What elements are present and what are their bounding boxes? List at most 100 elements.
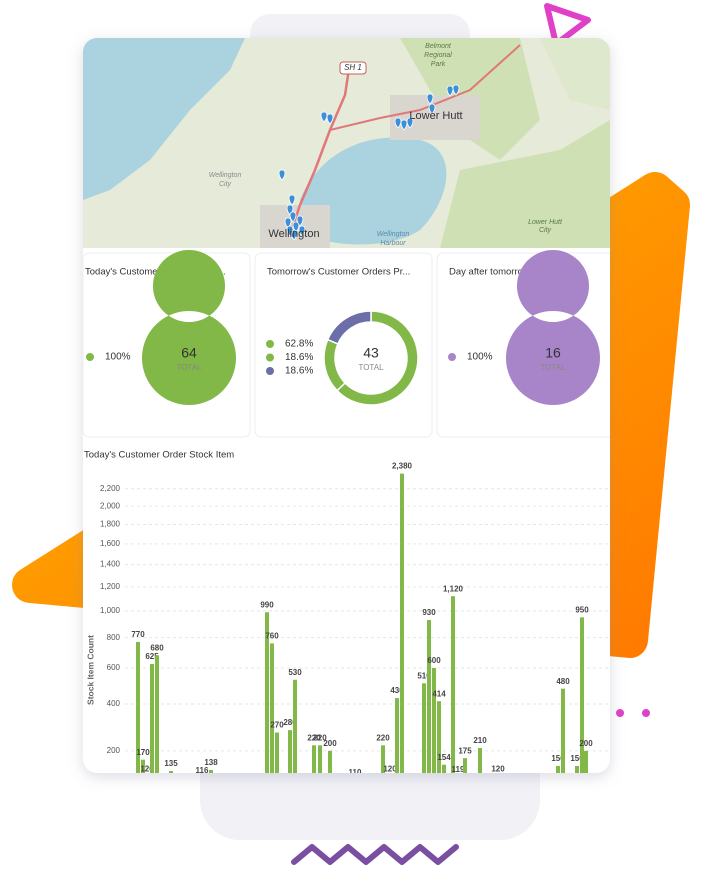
y-tick-label: 1,200 xyxy=(100,582,121,591)
donut-total-label: TOTAL xyxy=(540,363,566,372)
map-marker xyxy=(292,221,300,233)
bar-value-label: 150 xyxy=(551,754,565,763)
bar-value-label: 414 xyxy=(432,689,446,698)
map-harbour xyxy=(300,137,447,245)
map-label: Wellington xyxy=(268,228,319,240)
bar-value-label: 270 xyxy=(270,721,284,730)
donut-slice xyxy=(141,250,236,405)
y-tick-label: 600 xyxy=(107,663,121,672)
y-tick-label: 1,400 xyxy=(100,560,121,569)
map-label: Lower Hutt xyxy=(409,110,462,122)
map-label: City xyxy=(539,227,552,234)
bar-value-label: 510 xyxy=(417,671,431,680)
bar-value-label: 138 xyxy=(204,758,218,767)
bar-value-label: 220 xyxy=(376,733,390,742)
bar xyxy=(155,655,159,773)
bar-value-label: 220 xyxy=(307,733,321,742)
map-marker xyxy=(284,217,292,229)
bar xyxy=(395,698,399,773)
dashboard: SH 1 Belmont Regional Park Lower Hutt Welling… xyxy=(83,38,610,864)
map-marker xyxy=(400,119,408,131)
legend-label: 18.6% xyxy=(285,366,313,377)
map-marker xyxy=(320,111,328,123)
bar-value-label: 120 xyxy=(140,764,154,773)
bar xyxy=(580,617,584,773)
bar xyxy=(318,745,322,773)
bar xyxy=(293,679,297,773)
bar-value-label: 1,120 xyxy=(443,584,464,593)
bar-value-label: 116 xyxy=(196,766,209,775)
map-marker xyxy=(426,93,434,105)
bar-value-label: 430 xyxy=(390,686,404,695)
bar xyxy=(265,612,269,773)
donut-slice xyxy=(505,250,600,405)
map-label: Belmont xyxy=(425,43,452,50)
bar xyxy=(136,641,140,773)
y-tick-label: 1,600 xyxy=(100,539,121,548)
legend-dot xyxy=(266,353,274,362)
bar xyxy=(328,750,332,773)
panel-title: Today's Customer Orders Progr... xyxy=(85,267,226,278)
map-sea xyxy=(83,38,245,200)
bar xyxy=(400,473,404,773)
map-marker xyxy=(446,85,454,97)
map-label: Lower Hutt xyxy=(528,219,563,226)
bar xyxy=(442,764,446,773)
bar xyxy=(422,683,426,773)
map-shield xyxy=(339,61,367,75)
bar-value-label: 480 xyxy=(556,677,570,686)
map-label: Regional xyxy=(424,52,452,59)
bar xyxy=(275,732,279,773)
bar xyxy=(427,619,431,773)
bar-value-label: 990 xyxy=(260,600,274,609)
y-tick-label: 1,800 xyxy=(100,520,121,529)
map-label: City xyxy=(219,181,232,188)
map-urban xyxy=(390,95,480,140)
bar-value-label: 175 xyxy=(458,746,472,755)
y-tick-label: 200 xyxy=(107,746,121,755)
chart-title: Today's Customer Order Stock Item xyxy=(84,450,234,461)
bar-value-label: 100 xyxy=(209,772,223,781)
map-marker xyxy=(428,103,436,115)
bar-value-label: 280 xyxy=(283,718,297,727)
bar xyxy=(575,766,579,773)
map-marker xyxy=(326,113,334,125)
legend-dot xyxy=(86,353,94,361)
donut-slice xyxy=(326,310,372,345)
bar-value-label: 154 xyxy=(437,753,451,762)
zigzag xyxy=(291,844,459,865)
map-marker xyxy=(406,117,414,129)
bar-value-label: 135 xyxy=(164,759,178,768)
donut-total: 16 xyxy=(545,345,561,361)
map: SH 1 Belmont Regional Park Lower Hutt Welling… xyxy=(83,38,610,248)
map-label: Harbour xyxy=(380,240,406,247)
bar-value-label: 770 xyxy=(131,630,145,639)
map-park xyxy=(540,38,610,110)
y-tick-label: 2,200 xyxy=(100,484,121,493)
dot xyxy=(642,709,650,717)
bar xyxy=(145,776,149,864)
legend-label: 100% xyxy=(105,352,131,363)
map-marker xyxy=(298,225,306,237)
bar-value-label: 120 xyxy=(491,764,505,773)
bar-value-label: 680 xyxy=(150,643,164,652)
map-marker xyxy=(286,225,294,237)
map-marker xyxy=(289,211,297,223)
map-marker xyxy=(296,215,304,227)
bar-value-label: 110 xyxy=(349,768,362,777)
legend-label: 18.6% xyxy=(285,352,313,363)
bar-value-label: 530 xyxy=(288,668,302,677)
bar-value-label: 119 xyxy=(452,765,465,774)
map-park xyxy=(440,120,610,248)
dot xyxy=(616,709,624,717)
panel-title: Tomorrow's Customer Orders Pr... xyxy=(267,267,410,278)
donut-total: 64 xyxy=(181,345,197,361)
bar xyxy=(209,770,213,773)
bar-value-label: 600 xyxy=(427,656,441,665)
panel-title: Day after tomorrow and beyond xyxy=(449,267,582,278)
bar-value-label: 950 xyxy=(575,605,589,614)
bar xyxy=(288,730,292,773)
bar-value-label: 220 xyxy=(313,733,327,742)
donut-total: 43 xyxy=(363,345,379,361)
